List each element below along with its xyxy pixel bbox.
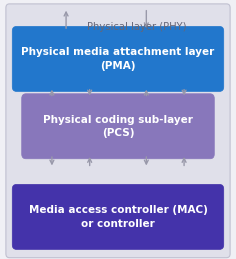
Text: Physical media attachment layer
(PMA): Physical media attachment layer (PMA)	[21, 47, 215, 70]
FancyBboxPatch shape	[6, 4, 230, 258]
FancyBboxPatch shape	[12, 184, 224, 249]
Text: Media access controller (MAC)
or controller: Media access controller (MAC) or control…	[29, 205, 207, 228]
Text: Physical layer (PHY): Physical layer (PHY)	[87, 22, 187, 32]
FancyBboxPatch shape	[22, 94, 214, 159]
Text: Physical coding sub-layer
(PCS): Physical coding sub-layer (PCS)	[43, 115, 193, 138]
FancyBboxPatch shape	[12, 26, 224, 91]
